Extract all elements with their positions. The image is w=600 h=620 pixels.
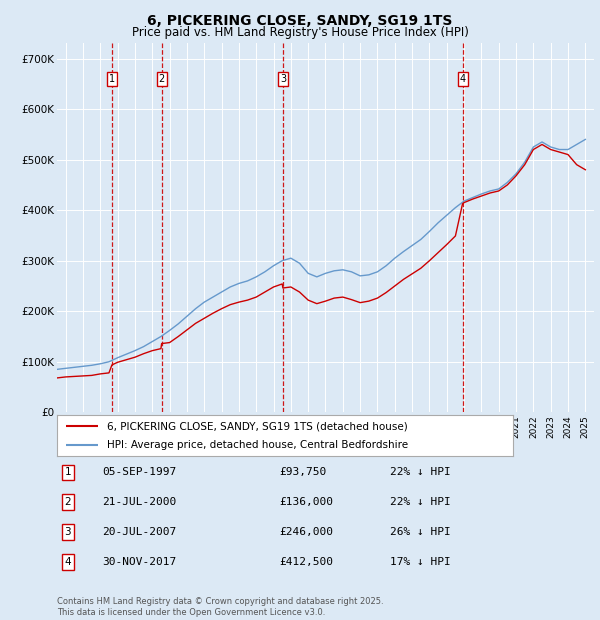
Text: 22% ↓ HPI: 22% ↓ HPI — [390, 497, 451, 507]
Text: Contains HM Land Registry data © Crown copyright and database right 2025.
This d: Contains HM Land Registry data © Crown c… — [57, 598, 383, 617]
Text: 17% ↓ HPI: 17% ↓ HPI — [390, 557, 451, 567]
Text: 1: 1 — [109, 74, 115, 84]
Text: 20-JUL-2007: 20-JUL-2007 — [102, 527, 176, 537]
Text: 6, PICKERING CLOSE, SANDY, SG19 1TS (detached house): 6, PICKERING CLOSE, SANDY, SG19 1TS (det… — [107, 421, 408, 432]
Text: 3: 3 — [64, 527, 71, 537]
Text: £246,000: £246,000 — [279, 527, 333, 537]
Text: 30-NOV-2017: 30-NOV-2017 — [102, 557, 176, 567]
Text: 2: 2 — [158, 74, 165, 84]
Text: 26% ↓ HPI: 26% ↓ HPI — [390, 527, 451, 537]
Text: 2: 2 — [64, 497, 71, 507]
Text: £136,000: £136,000 — [279, 497, 333, 507]
Text: 4: 4 — [460, 74, 466, 84]
Text: 22% ↓ HPI: 22% ↓ HPI — [390, 467, 451, 477]
Text: 1: 1 — [64, 467, 71, 477]
Text: 21-JUL-2000: 21-JUL-2000 — [102, 497, 176, 507]
Text: HPI: Average price, detached house, Central Bedfordshire: HPI: Average price, detached house, Cent… — [107, 440, 408, 450]
Text: 05-SEP-1997: 05-SEP-1997 — [102, 467, 176, 477]
Text: 3: 3 — [280, 74, 286, 84]
Text: £93,750: £93,750 — [279, 467, 326, 477]
Text: 6, PICKERING CLOSE, SANDY, SG19 1TS: 6, PICKERING CLOSE, SANDY, SG19 1TS — [148, 14, 452, 28]
Text: 4: 4 — [64, 557, 71, 567]
Text: £412,500: £412,500 — [279, 557, 333, 567]
Text: Price paid vs. HM Land Registry's House Price Index (HPI): Price paid vs. HM Land Registry's House … — [131, 26, 469, 39]
